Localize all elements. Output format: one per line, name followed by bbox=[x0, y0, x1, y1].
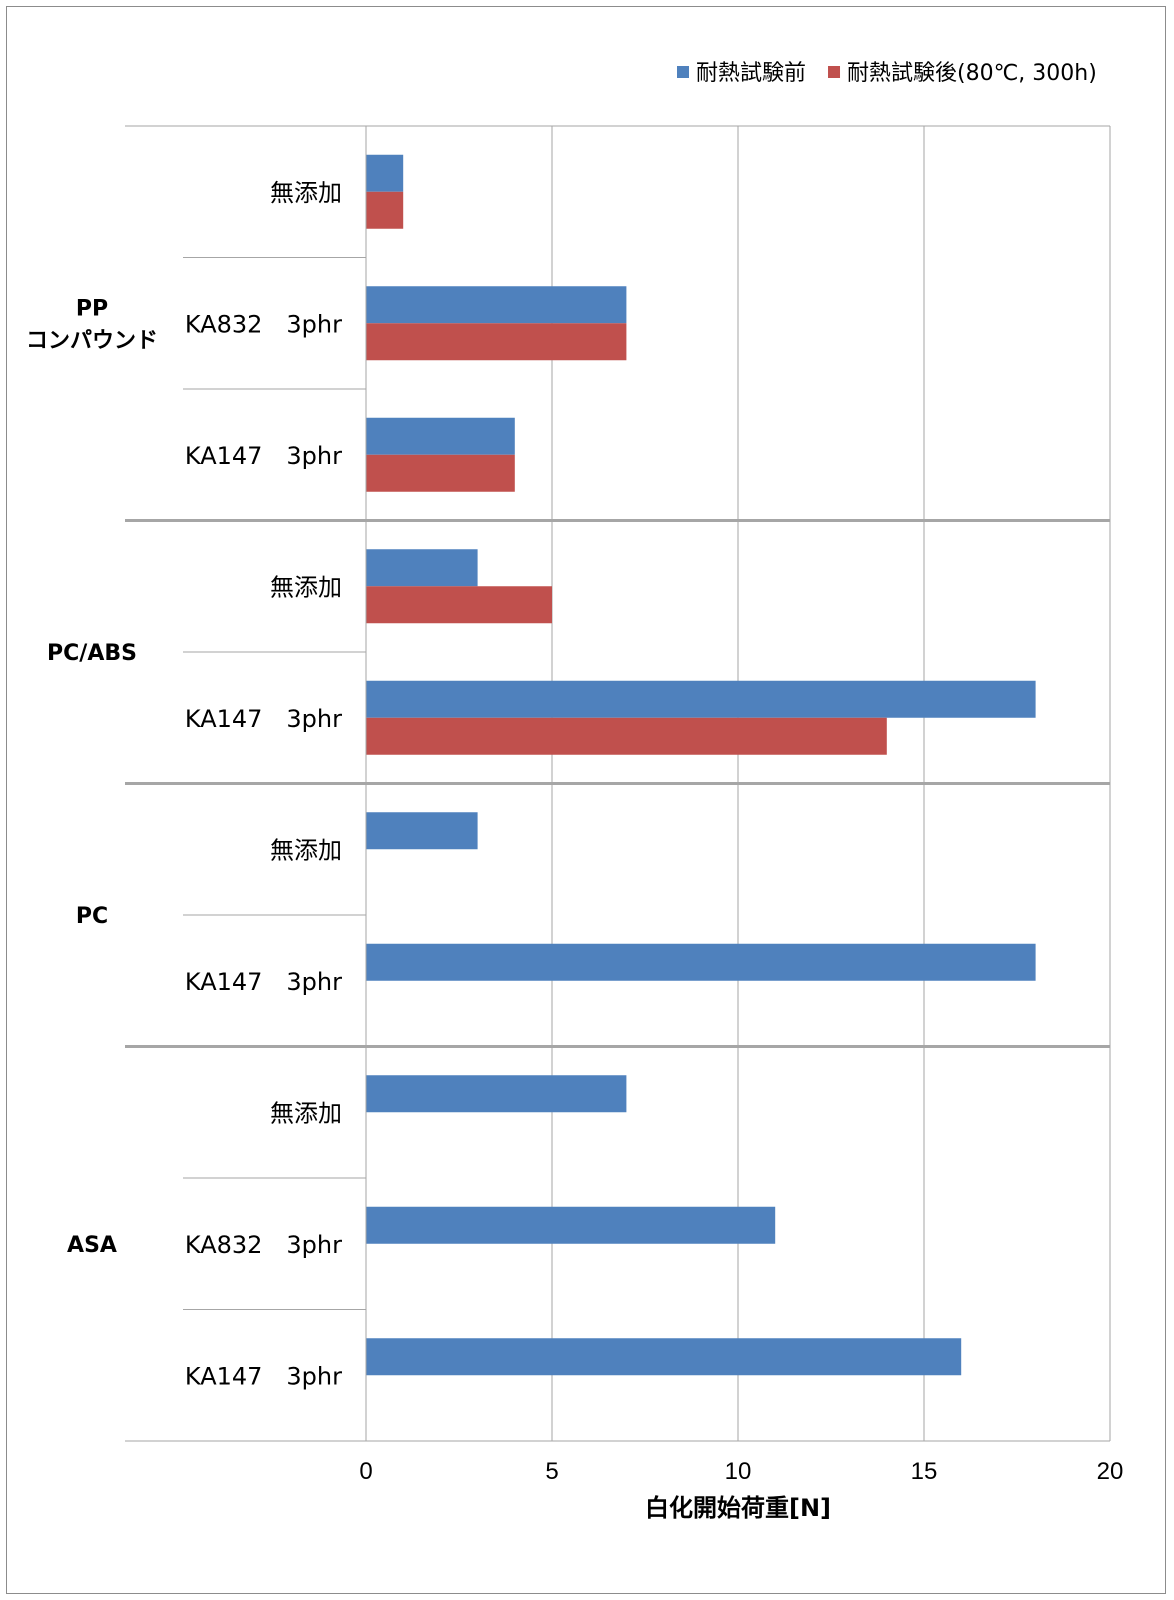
x-axis-title: 白化開始荷重[N] bbox=[645, 1494, 831, 1522]
category-label: KA832 3phr bbox=[185, 1231, 342, 1259]
bars bbox=[366, 154, 1036, 1376]
bar-before bbox=[366, 1075, 627, 1113]
x-tick-label: 10 bbox=[725, 1458, 752, 1485]
gridlines bbox=[125, 125, 1111, 1441]
bar-before bbox=[366, 549, 478, 587]
x-tick-label: 0 bbox=[359, 1458, 372, 1485]
bar-after bbox=[366, 191, 404, 229]
bar-after bbox=[366, 586, 552, 624]
group-label: PC bbox=[76, 904, 108, 929]
category-label: KA147 3phr bbox=[185, 968, 342, 996]
bar-before bbox=[366, 417, 515, 455]
category-label: KA147 3phr bbox=[185, 1362, 342, 1390]
bar-before bbox=[366, 286, 627, 324]
category-label: KA832 3phr bbox=[185, 310, 342, 338]
category-label: KA147 3phr bbox=[185, 442, 342, 470]
bar-before bbox=[366, 154, 404, 192]
category-label: KA147 3phr bbox=[185, 705, 342, 733]
x-tick-label: 15 bbox=[911, 1458, 938, 1485]
bar-before bbox=[366, 1206, 776, 1244]
group-label: コンパウンド bbox=[26, 328, 158, 353]
group-label: PP bbox=[76, 296, 108, 321]
group-label: PC/ABS bbox=[47, 641, 137, 666]
bar-after bbox=[366, 323, 627, 361]
legend-label: 耐熱試験前 bbox=[696, 61, 806, 86]
axes: 0 5 10 15 20 白化開始荷重[N] bbox=[125, 126, 1123, 1522]
legend: 耐熱試験前 耐熱試験後(80℃, 300h) bbox=[677, 61, 1097, 86]
legend-swatch bbox=[677, 66, 689, 78]
x-tick-label: 20 bbox=[1097, 1458, 1124, 1485]
category-label: 無添加 bbox=[270, 1099, 342, 1127]
category-label: 無添加 bbox=[270, 573, 342, 601]
group-label: ASA bbox=[67, 1233, 117, 1258]
bar-before bbox=[366, 943, 1036, 981]
chart-frame: 0 5 10 15 20 白化開始荷重[N] 無添加 KA832 3phr KA147 3ph… bbox=[6, 6, 1166, 1594]
bar-after bbox=[366, 717, 887, 755]
legend-label: 耐熱試験後(80℃, 300h) bbox=[847, 61, 1097, 86]
bar-before bbox=[366, 680, 1036, 718]
x-tick-label: 5 bbox=[545, 1458, 558, 1485]
legend-swatch bbox=[828, 66, 841, 78]
bar-after bbox=[366, 454, 515, 492]
bar-before bbox=[366, 1338, 962, 1376]
bar-before bbox=[366, 812, 478, 850]
bar-chart: 0 5 10 15 20 白化開始荷重[N] 無添加 KA832 3phr KA147 3ph… bbox=[26, 61, 1123, 1522]
category-label: 無添加 bbox=[270, 179, 342, 207]
category-label: 無添加 bbox=[270, 836, 342, 864]
